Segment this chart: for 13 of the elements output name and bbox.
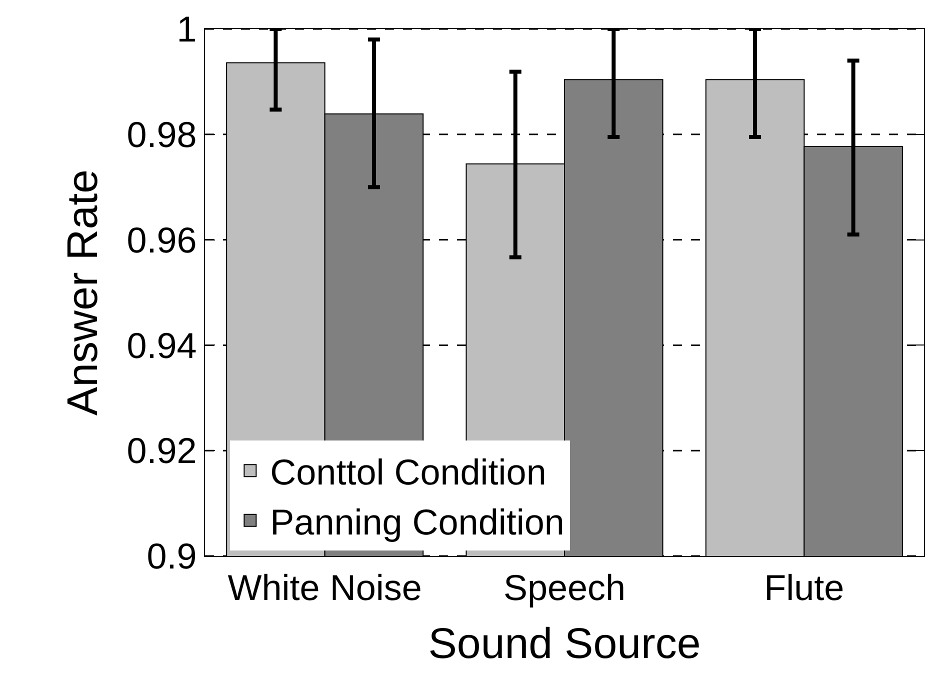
x-tick-label: Flute [764,567,844,608]
y-tick-label: 0.98 [126,114,197,155]
y-tick-label: 0.92 [126,430,197,472]
y-tick-label: 0.94 [126,324,197,366]
y-axis-title: Answer Rate [59,169,108,416]
y-tick-label: 0.9 [146,536,197,577]
x-axis-title: Sound Source [428,620,701,668]
legend-label: Panning Condition [270,501,564,542]
x-tick-label: White Noise [228,567,422,608]
y-tick-label: 0.96 [126,219,197,260]
y-tick-label: 1 [176,8,197,50]
x-tick-label: Speech [503,567,626,608]
legend-label: Conttol Condition [270,452,546,493]
